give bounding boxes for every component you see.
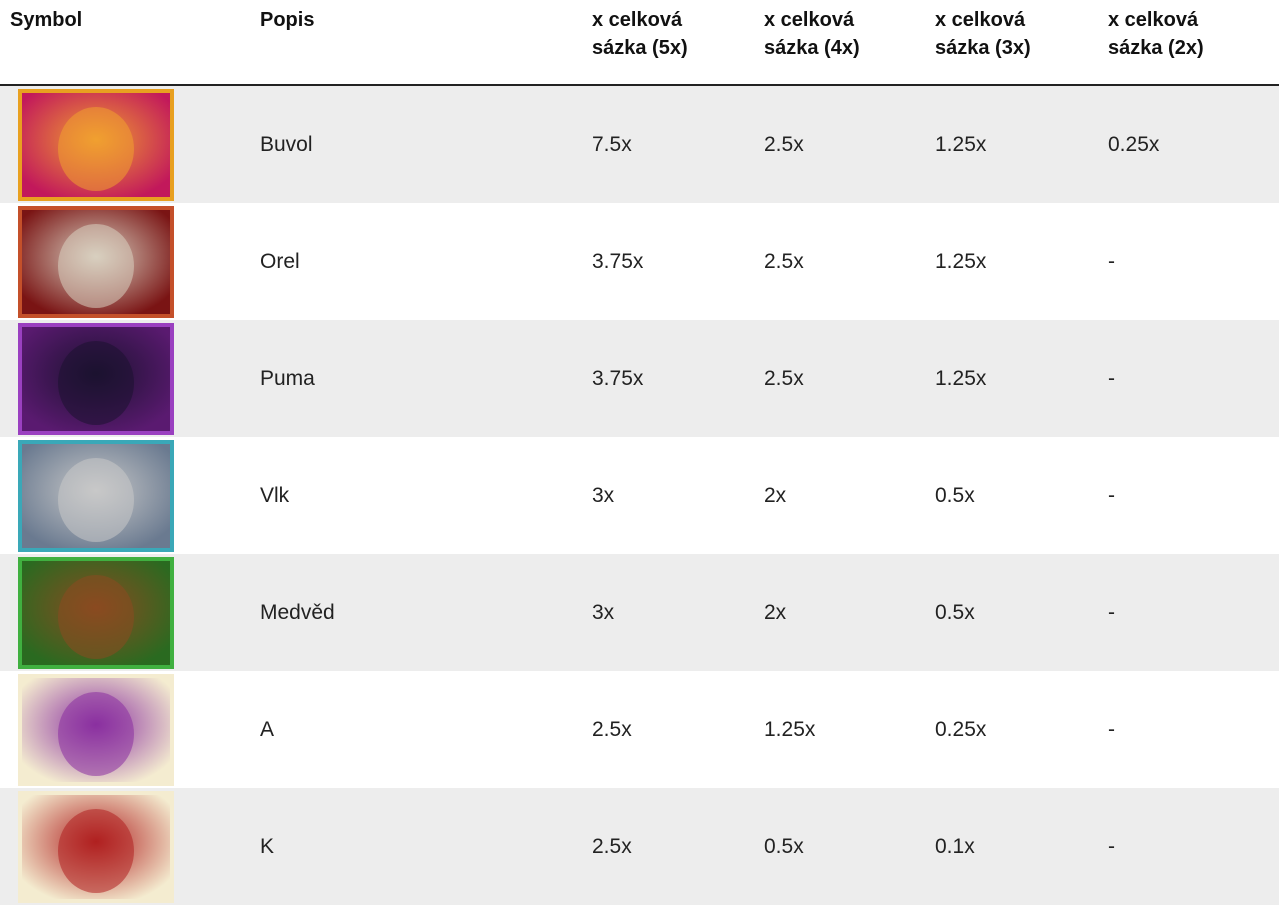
cell: 1.25x <box>935 85 1108 203</box>
column-header-text: x celková sázka (4x) <box>764 9 860 59</box>
cell: 0.25x <box>935 717 987 741</box>
column-header-text: Symbol <box>10 9 83 31</box>
cell: Vlk <box>260 483 290 507</box>
cell: 1.25x <box>935 320 1108 437</box>
cell: 2x <box>764 554 935 671</box>
symbol-cell <box>0 788 260 905</box>
cell: 2.5x <box>592 717 632 741</box>
symbol-icon <box>18 439 174 552</box>
column-header: x celková sázka (4x) <box>764 0 935 86</box>
column-header-text: x celková sázka (5x) <box>592 9 688 59</box>
cell: 0.25x <box>1108 85 1279 203</box>
table-row: Vlk 3x 2x 0.5x - <box>0 437 1279 554</box>
cell: 2.5x <box>764 85 935 203</box>
cell: 3.75x <box>592 320 764 437</box>
column-header: Symbol <box>0 0 260 86</box>
symbol-icon <box>18 205 174 318</box>
cell: 0.5x <box>764 788 935 905</box>
cell: A <box>260 717 275 741</box>
cell: - <box>1108 717 1115 741</box>
symbol-cell <box>0 320 260 437</box>
cell: 0.5x <box>935 483 975 507</box>
column-header-text: Popis <box>260 9 315 31</box>
symbol-cell <box>0 85 260 203</box>
symbol-icon <box>18 790 174 903</box>
symbol-cell <box>0 203 260 320</box>
table-row: Medvěd 3x 2x 0.5x - <box>0 554 1279 671</box>
column-header: x celková sázka (2x) <box>1108 0 1279 86</box>
column-header-text: x celková sázka (3x) <box>935 9 1031 59</box>
symbol-icon <box>18 556 174 669</box>
table-row: Buvol 7.5x 2.5x 1.25x 0.25x <box>0 85 1279 203</box>
table-row: Puma 3.75x 2.5x 1.25x - <box>0 320 1279 437</box>
column-header: Popis <box>260 0 592 86</box>
cell: 1.25x <box>764 717 816 741</box>
cell: 0.1x <box>935 788 1108 905</box>
cell: - <box>1108 249 1115 273</box>
cell: 7.5x <box>592 85 764 203</box>
cell: Medvěd <box>260 554 592 671</box>
symbol-cell <box>0 437 260 554</box>
cell: 3x <box>592 483 615 507</box>
cell: 3.75x <box>592 249 644 273</box>
column-header: x celková sázka (3x) <box>935 0 1108 86</box>
column-header-text: x celková sázka (2x) <box>1108 9 1204 59</box>
symbol-icon <box>18 88 174 201</box>
table-row: K 2.5x 0.5x 0.1x - <box>0 788 1279 905</box>
cell: 0.5x <box>935 554 1108 671</box>
cell: - <box>1108 483 1115 507</box>
cell: Orel <box>260 249 300 273</box>
symbol-icon <box>18 673 174 786</box>
table-row: A 2.5x 1.25x 0.25x - <box>0 671 1279 788</box>
symbol-cell <box>0 554 260 671</box>
cell: - <box>1108 320 1279 437</box>
cell: Buvol <box>260 85 592 203</box>
symbol-icon <box>18 322 174 435</box>
cell: Puma <box>260 320 592 437</box>
cell: 2.5x <box>764 249 804 273</box>
symbol-cell <box>0 671 260 788</box>
cell: 2.5x <box>592 788 764 905</box>
column-header: x celková sázka (5x) <box>592 0 764 86</box>
cell: 1.25x <box>935 249 987 273</box>
cell: 2.5x <box>764 320 935 437</box>
cell: 2x <box>764 483 787 507</box>
cell: 3x <box>592 554 764 671</box>
cell: - <box>1108 554 1279 671</box>
table-body: Buvol 7.5x 2.5x 1.25x 0.25x Orel 3.75x 2.5x 1.2… <box>0 85 1279 905</box>
table-row: Orel 3.75x 2.5x 1.25x - <box>0 203 1279 320</box>
header-row: Symbol Popis x celková sázka (5x) x celková… <box>0 0 1279 86</box>
cell: - <box>1108 788 1279 905</box>
cell: K <box>260 788 592 905</box>
